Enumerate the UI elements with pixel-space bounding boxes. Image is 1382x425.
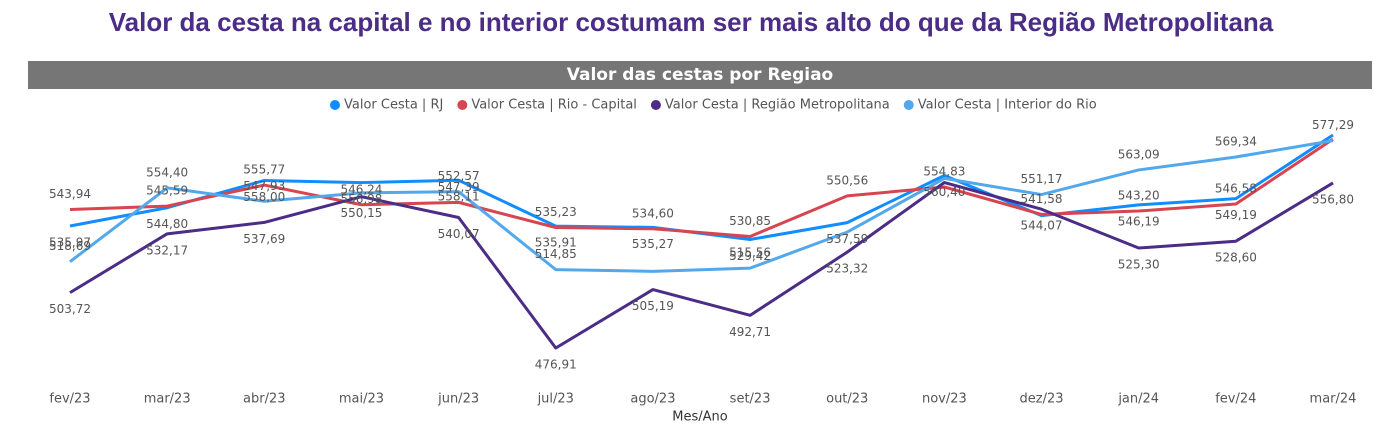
x-tick-label: out/23 xyxy=(826,392,868,407)
data-label: 546,19 xyxy=(1118,214,1160,228)
data-label: 530,85 xyxy=(729,214,771,228)
legend-label: Valor Cesta | Interior do Rio xyxy=(918,98,1097,113)
legend-marker xyxy=(457,100,468,110)
x-tick-label: set/23 xyxy=(730,392,771,407)
data-label: 529,42 xyxy=(729,249,771,263)
data-label: 558,11 xyxy=(438,190,480,204)
legend-marker xyxy=(903,100,914,110)
data-label: 546,58 xyxy=(1215,182,1257,196)
data-label: 550,15 xyxy=(340,206,382,220)
legend-label: Valor Cesta | RJ xyxy=(344,98,443,113)
data-label: 476,91 xyxy=(535,358,577,372)
data-label: 549,19 xyxy=(1215,208,1257,222)
legend-label: Valor Cesta | Rio - Capital xyxy=(471,98,637,113)
data-label: 535,97 xyxy=(49,235,91,249)
series-line xyxy=(69,181,1334,350)
chart-title: Valor das cestas por Regiao xyxy=(567,65,833,85)
data-label: 535,27 xyxy=(632,237,674,251)
data-label: 563,09 xyxy=(1118,147,1160,161)
data-label: 547,93 xyxy=(243,179,285,193)
data-label: 514,85 xyxy=(535,247,577,261)
data-label: 544,07 xyxy=(1021,219,1063,233)
x-tick-label: dez/23 xyxy=(1020,392,1064,407)
data-label: 547,39 xyxy=(438,180,480,194)
header-bar xyxy=(28,61,1372,89)
x-tick-label: mai/23 xyxy=(339,392,384,407)
data-label: 544,80 xyxy=(146,217,188,231)
data-label: 492,71 xyxy=(729,325,771,339)
legend-marker xyxy=(330,100,340,110)
data-label: 551,17 xyxy=(1021,172,1063,186)
data-label: 577,29 xyxy=(1312,118,1354,132)
x-tick-label: mar/24 xyxy=(1310,392,1357,407)
data-label: 535,23 xyxy=(535,205,577,219)
x-tick-label: ago/23 xyxy=(630,392,675,407)
data-label: 518,69 xyxy=(49,239,91,253)
data-label: 523,32 xyxy=(826,262,868,276)
data-label: 543,20 xyxy=(1118,189,1160,203)
x-tick-label: fev/23 xyxy=(49,392,90,407)
data-label: 554,40 xyxy=(146,165,188,179)
data-label: 546,24 xyxy=(340,182,382,196)
x-tick-label: nov/23 xyxy=(922,392,967,407)
x-tick-label: jul/23 xyxy=(537,392,574,407)
data-label: 556,80 xyxy=(1312,192,1354,206)
data-label: 554,83 xyxy=(923,165,965,179)
data-label: 552,57 xyxy=(438,169,480,183)
x-tick-label: fev/24 xyxy=(1215,392,1256,407)
legend: Valor Cesta | RJ Valor Cesta | Rio - Capi… xyxy=(330,98,1097,113)
x-tick-label: mar/23 xyxy=(144,392,191,407)
data-label: 528,60 xyxy=(1215,251,1257,265)
legend-marker xyxy=(650,100,661,110)
data-label: 555,77 xyxy=(243,163,285,177)
data-label: 569,34 xyxy=(1215,135,1257,149)
x-axis-label: Mes/Ano xyxy=(672,410,727,422)
data-label: 541,58 xyxy=(1021,192,1063,206)
data-label: 543,94 xyxy=(49,187,91,201)
series-line xyxy=(69,137,1334,239)
data-label: 525,30 xyxy=(1118,258,1160,272)
series-line xyxy=(69,139,1334,273)
data-label: 545,59 xyxy=(146,184,188,198)
data-label: 560,40 xyxy=(923,185,965,199)
data-label: 534,60 xyxy=(632,206,674,220)
data-label: 505,19 xyxy=(632,299,674,313)
x-tick-label: jan/24 xyxy=(1117,392,1159,407)
data-label: 532,17 xyxy=(146,243,188,257)
data-label: 515,56 xyxy=(729,246,771,260)
data-label: 503,72 xyxy=(49,302,91,316)
data-label: 558,00 xyxy=(243,190,285,204)
x-tick-label: abr/23 xyxy=(243,392,286,407)
data-label: 556,98 xyxy=(340,192,382,206)
x-tick-label: jun/23 xyxy=(437,392,479,407)
legend-label: Valor Cesta | Região Metropolitana xyxy=(665,98,890,113)
data-label: 537,69 xyxy=(243,232,285,246)
data-label: 535,91 xyxy=(535,236,577,250)
data-label: 550,56 xyxy=(826,173,868,187)
data-label: 540,07 xyxy=(438,227,480,241)
page-title: Valor da cesta na capital e no interior … xyxy=(109,7,1274,37)
data-label: 537,59 xyxy=(826,232,868,246)
